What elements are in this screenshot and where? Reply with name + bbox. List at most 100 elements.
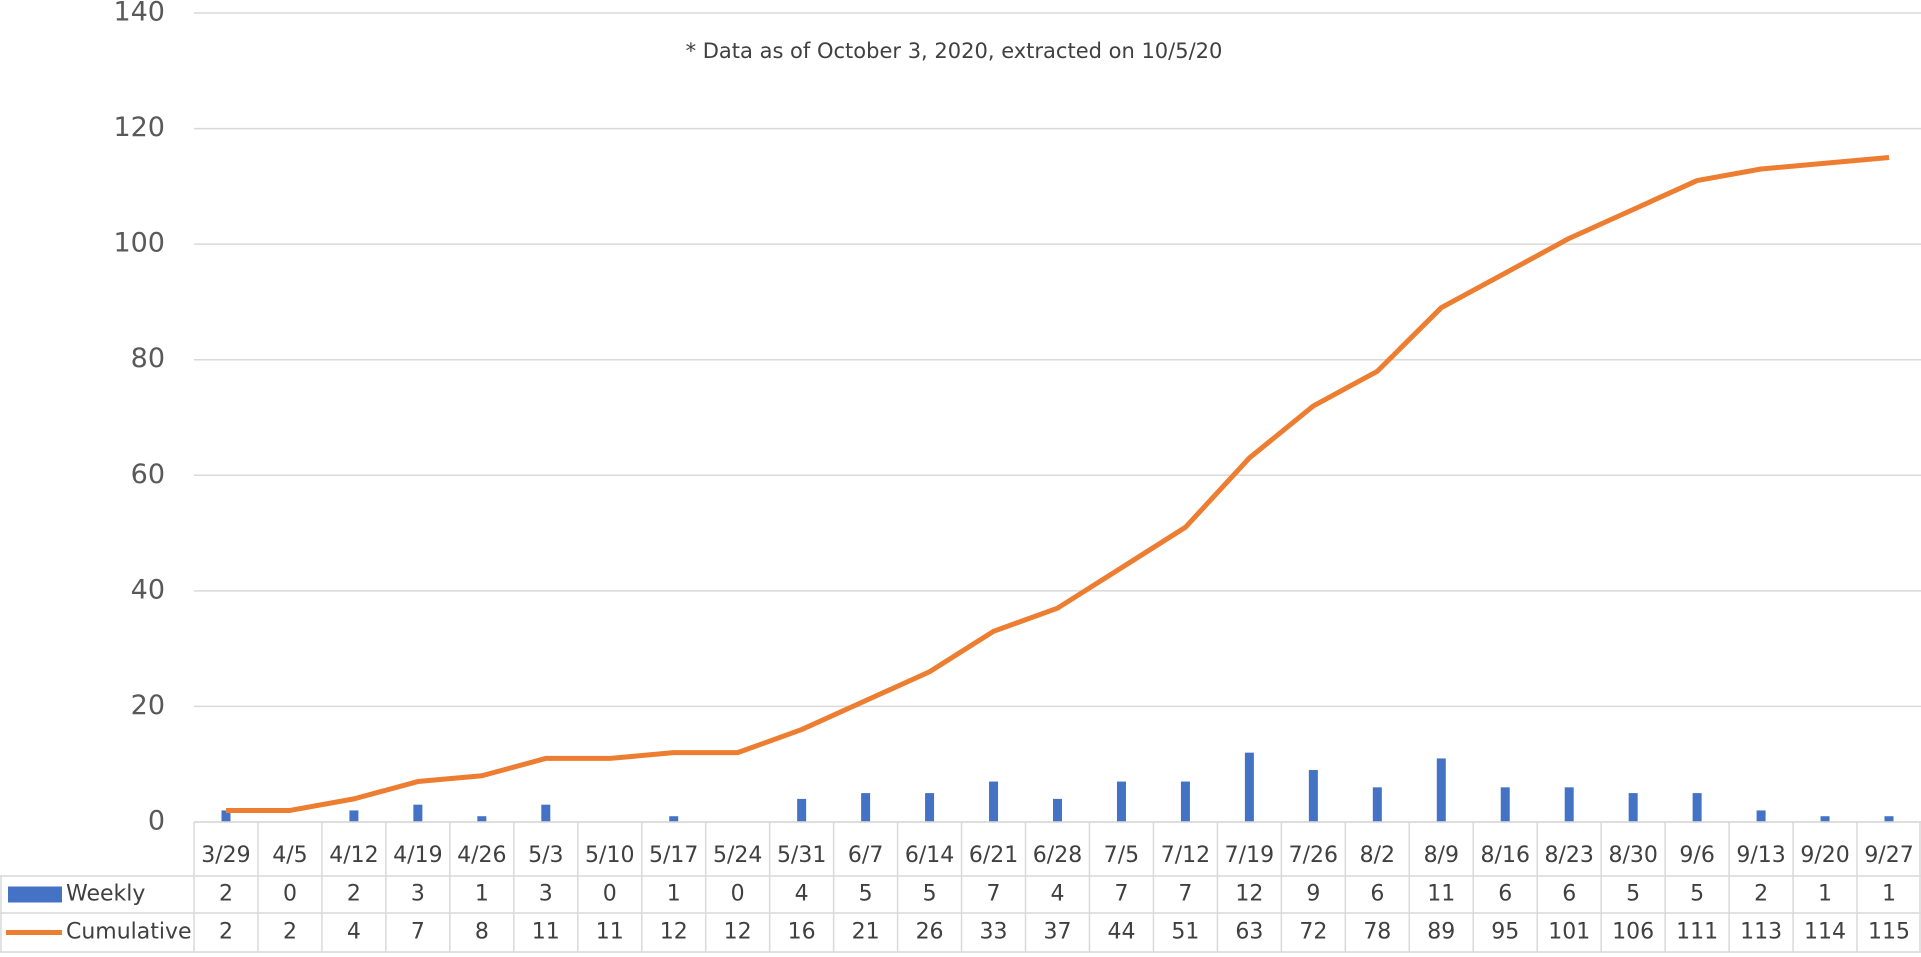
y-tick-label: 140 <box>113 0 165 28</box>
x-tick-label: 9/13 <box>1736 843 1785 868</box>
x-tick-label: 5/31 <box>777 843 826 868</box>
bar <box>1308 769 1318 822</box>
table-value: 5 <box>1626 882 1640 907</box>
table-value: 3 <box>539 882 553 907</box>
x-tick-label: 6/28 <box>1033 843 1082 868</box>
x-tick-label: 7/19 <box>1225 843 1274 868</box>
bar <box>413 804 423 822</box>
bar <box>1884 816 1894 822</box>
y-tick-label: 120 <box>113 112 165 143</box>
table-value: 11 <box>532 920 560 945</box>
y-tick-label: 40 <box>131 574 165 605</box>
x-tick-label: 9/27 <box>1864 843 1913 868</box>
table-value: 2 <box>1754 882 1768 907</box>
x-tick-label: 8/16 <box>1481 843 1530 868</box>
table-value: 4 <box>347 920 361 945</box>
table-value: 9 <box>1306 882 1320 907</box>
table-value: 5 <box>859 882 873 907</box>
bar <box>541 804 551 822</box>
bar <box>1053 798 1062 822</box>
table-value: 6 <box>1498 882 1512 907</box>
x-tick-label: 5/10 <box>585 843 634 868</box>
y-tick-label: 20 <box>131 690 165 721</box>
x-tick-label: 4/19 <box>393 843 442 868</box>
x-tick-label: 3/29 <box>201 843 250 868</box>
bar <box>861 793 871 822</box>
x-tick-label: 4/12 <box>329 843 378 868</box>
bar <box>1628 793 1638 822</box>
x-tick-label: 5/3 <box>528 843 563 868</box>
table-value: 0 <box>731 882 745 907</box>
bar <box>1180 781 1190 822</box>
table-value: 5 <box>1690 882 1704 907</box>
x-tick-label: 5/24 <box>713 843 762 868</box>
bar <box>1436 758 1446 822</box>
table-value: 7 <box>411 920 425 945</box>
table-value: 2 <box>347 882 361 907</box>
table-value: 0 <box>603 882 617 907</box>
x-tick-label: 8/30 <box>1608 843 1657 868</box>
table-value: 8 <box>475 920 489 945</box>
bar <box>1756 810 1766 822</box>
bar <box>1372 787 1382 822</box>
table-value: 111 <box>1676 920 1718 945</box>
table-value: 12 <box>724 920 752 945</box>
table-value: 1 <box>1818 882 1832 907</box>
table-value: 33 <box>980 920 1008 945</box>
bar <box>797 798 807 822</box>
table-value: 16 <box>788 920 816 945</box>
legend-label: Weekly <box>66 882 145 907</box>
bar <box>1564 787 1574 822</box>
table-value: 101 <box>1548 920 1590 945</box>
bar <box>221 810 231 822</box>
x-tick-label: 7/5 <box>1104 843 1139 868</box>
table-value: 21 <box>852 920 880 945</box>
table-value: 72 <box>1299 920 1327 945</box>
table-value: 26 <box>916 920 944 945</box>
table-value: 12 <box>660 920 688 945</box>
table-value: 2 <box>219 882 233 907</box>
table-value: 51 <box>1171 920 1199 945</box>
bar <box>1244 752 1254 822</box>
x-tick-label: 6/21 <box>969 843 1018 868</box>
y-tick-label: 0 <box>148 806 165 837</box>
x-tick-label: 9/20 <box>1800 843 1849 868</box>
table-value: 2 <box>219 920 233 945</box>
table-value: 7 <box>987 882 1001 907</box>
table-value: 6 <box>1562 882 1576 907</box>
bar <box>1692 793 1702 822</box>
y-tick-label: 80 <box>131 343 165 374</box>
x-tick-label: 8/23 <box>1545 843 1594 868</box>
bar <box>1820 816 1830 822</box>
table-value: 115 <box>1868 920 1910 945</box>
table-value: 1 <box>667 882 681 907</box>
table-value: 37 <box>1044 920 1072 945</box>
x-tick-label: 8/2 <box>1360 843 1395 868</box>
table-value: 7 <box>1178 882 1192 907</box>
chart-subtitle: * Data as of October 3, 2020, extracted … <box>686 39 1223 63</box>
table-value: 5 <box>923 882 937 907</box>
bar <box>1116 781 1126 822</box>
table-value: 63 <box>1235 920 1263 945</box>
bar <box>477 816 487 822</box>
table-value: 2 <box>283 920 297 945</box>
table-value: 113 <box>1740 920 1782 945</box>
table-value: 4 <box>1051 882 1065 907</box>
table-value: 95 <box>1491 920 1519 945</box>
legend-key <box>8 886 62 903</box>
table-value: 4 <box>795 882 809 907</box>
x-tick-label: 6/14 <box>905 843 954 868</box>
x-tick-label: 4/26 <box>457 843 506 868</box>
x-tick-label: 7/12 <box>1161 843 1210 868</box>
table-value: 11 <box>596 920 624 945</box>
y-tick-label: 60 <box>131 459 165 490</box>
x-tick-label: 6/7 <box>848 843 883 868</box>
table-value: 1 <box>1882 882 1896 907</box>
table-value: 0 <box>283 882 297 907</box>
bar <box>1500 787 1510 822</box>
y-tick-label: 100 <box>113 228 165 259</box>
table-value: 12 <box>1235 882 1263 907</box>
table-value: 89 <box>1427 920 1455 945</box>
bar <box>925 793 935 822</box>
